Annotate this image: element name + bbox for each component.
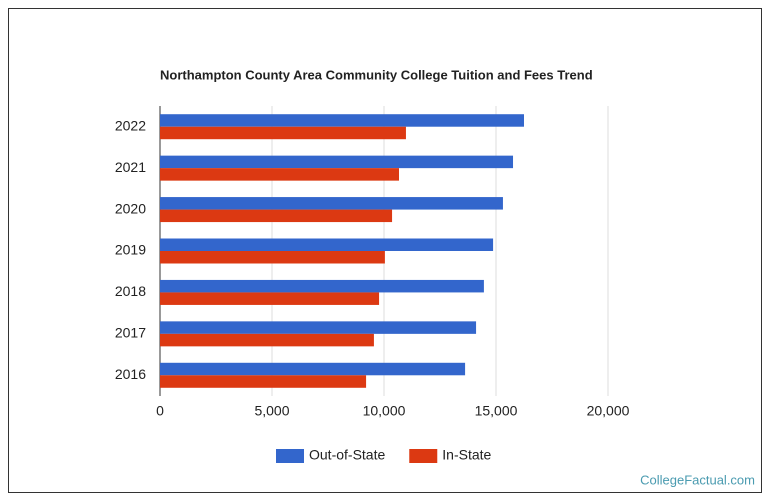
legend-swatch xyxy=(276,449,304,463)
y-tick-label: 2016 xyxy=(115,366,146,382)
bar xyxy=(160,251,385,264)
x-tick-label: 0 xyxy=(156,403,164,419)
y-tick-label: 2021 xyxy=(115,159,146,175)
bar xyxy=(160,333,374,347)
bar xyxy=(160,292,380,305)
bar xyxy=(160,362,466,376)
x-tick-label: 20,000 xyxy=(587,403,630,419)
legend-label: In-State xyxy=(442,447,491,463)
bar xyxy=(160,238,494,251)
bar xyxy=(160,168,400,181)
x-tick-label: 10,000 xyxy=(363,403,406,419)
y-tick-label: 2020 xyxy=(115,200,146,216)
y-tick-label: 2017 xyxy=(115,325,146,341)
bar xyxy=(160,126,406,140)
y-tick-label: 2022 xyxy=(115,117,146,133)
bar xyxy=(160,197,503,210)
y-tick-label: 2019 xyxy=(115,242,146,258)
bar xyxy=(160,209,393,223)
bar xyxy=(160,279,484,293)
bar xyxy=(160,321,477,334)
y-tick-label: 2018 xyxy=(115,283,146,299)
watermark: CollegeFactual.com xyxy=(640,472,755,487)
legend-swatch xyxy=(409,449,438,463)
x-tick-label: 15,000 xyxy=(475,403,518,419)
bar xyxy=(160,114,524,127)
legend-label: Out-of-State xyxy=(309,447,385,463)
bar xyxy=(160,375,367,388)
bar xyxy=(160,155,514,169)
chart-title: Northampton County Area Community Colleg… xyxy=(160,67,593,82)
x-tick-label: 5,000 xyxy=(254,403,289,419)
